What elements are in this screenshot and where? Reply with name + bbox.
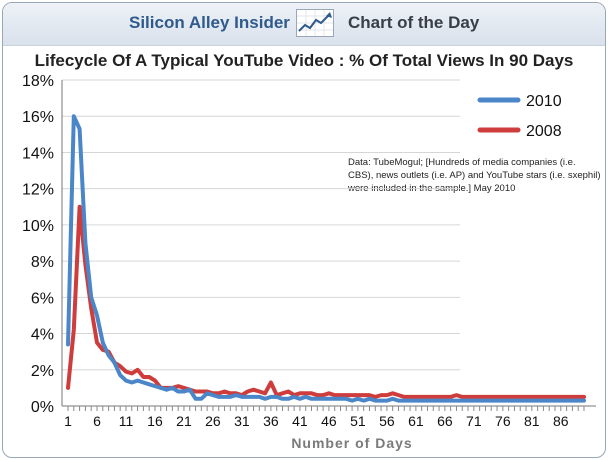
section-title: Chart of the Day (348, 13, 480, 32)
x-tick-label: 26 (205, 413, 221, 429)
legend-label-2010: 2010 (526, 93, 562, 110)
x-tick-label: 16 (147, 413, 163, 429)
y-tick-label: 14% (22, 145, 54, 162)
y-tick-label: 10% (22, 218, 54, 235)
y-tick-label: 16% (22, 109, 54, 126)
brand-name: Silicon Alley Insider (129, 13, 290, 32)
y-tick-label: 2% (31, 363, 54, 380)
y-tick-label: 8% (31, 254, 54, 271)
x-tick-label: 1 (64, 413, 72, 429)
y-tick-label: 18% (22, 73, 54, 90)
trend-chart-icon (296, 9, 334, 37)
series-line-2010 (66, 114, 586, 403)
x-tick-label: 31 (234, 413, 250, 429)
y-tick-label: 4% (31, 327, 54, 344)
x-tick-label: 61 (408, 413, 424, 429)
x-tick-label: 36 (263, 413, 279, 429)
x-tick-label: 81 (524, 413, 540, 429)
chart-title: Lifecycle Of A Typical YouTube Video : %… (34, 51, 574, 70)
y-tick-label: 12% (22, 182, 54, 199)
header-banner: Silicon Alley Insider Chart of the Day (3, 3, 605, 46)
x-axis-label: Number of Days (291, 435, 412, 451)
x-tick-label: 66 (437, 413, 453, 429)
x-tick-label: 21 (176, 413, 192, 429)
y-tick-label: 6% (31, 290, 54, 307)
x-tick-label: 71 (466, 413, 482, 429)
x-tick-label: 11 (119, 413, 134, 429)
x-tick-label: 46 (321, 413, 337, 429)
x-tick-label: 76 (495, 413, 511, 429)
legend-label-2008: 2008 (526, 123, 562, 140)
series-line-2008 (66, 204, 586, 399)
x-tick-label: 56 (379, 413, 395, 429)
y-tick-label: 0% (31, 399, 54, 416)
x-tick-label: 51 (350, 413, 366, 429)
x-tick-label: 86 (553, 413, 569, 429)
x-tick-label: 41 (292, 413, 308, 429)
x-tick-label: 6 (93, 413, 101, 429)
